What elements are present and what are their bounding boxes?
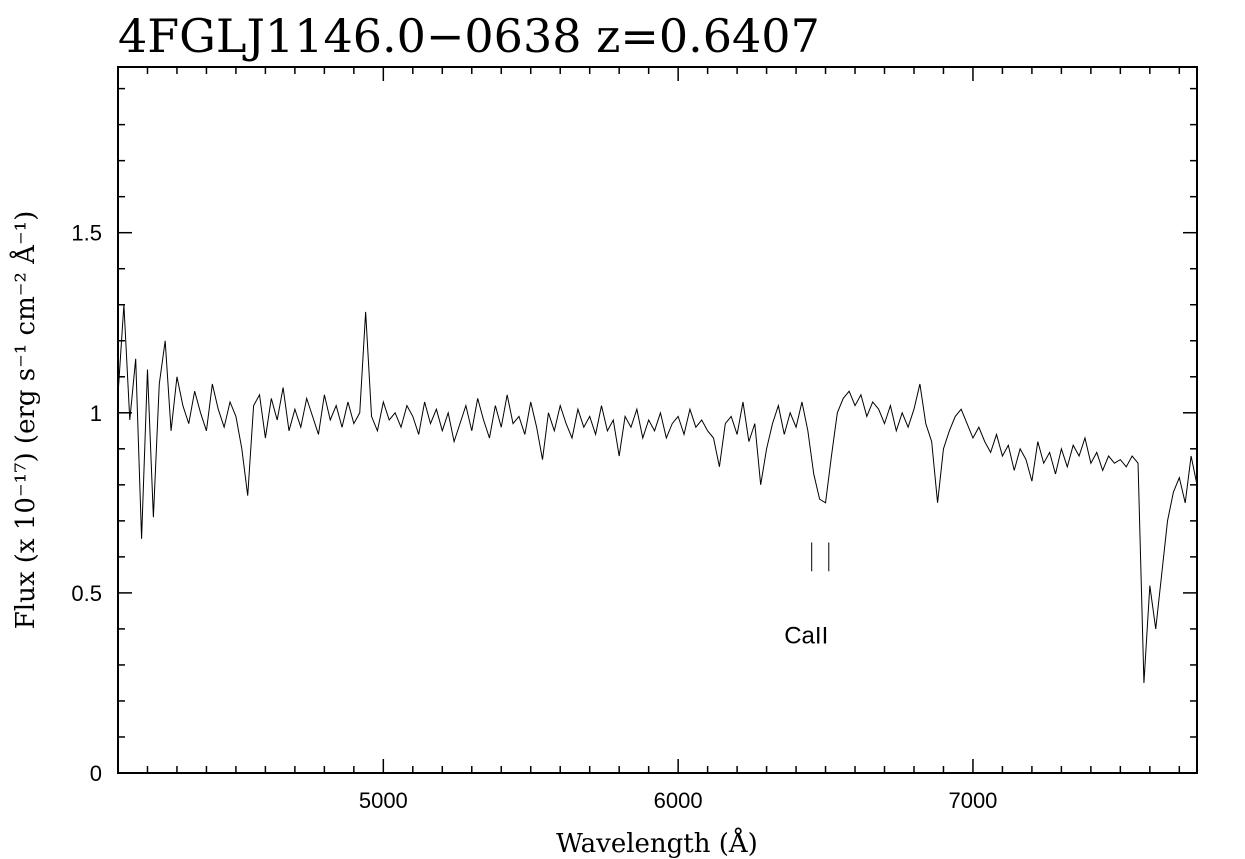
y-tick-label: 1.5	[71, 221, 102, 246]
y-axis-label: Flux (x 10⁻¹⁷) (erg s⁻¹ cm⁻² Å⁻¹)	[9, 211, 41, 629]
x-tick-label: 7000	[948, 788, 997, 813]
x-tick-label: 5000	[359, 788, 408, 813]
annotation-label: CaII	[784, 622, 828, 649]
x-tick-label: 6000	[654, 788, 703, 813]
spectrum-line	[117, 304, 1198, 683]
y-tick-label: 0.5	[71, 581, 102, 606]
chart-title: 4FGLJ1146.0−0638 z=0.6407	[118, 9, 820, 63]
plot-frame	[117, 66, 1198, 774]
x-axis-label: Wavelength (Å)	[556, 827, 758, 859]
y-tick-label: 1	[90, 401, 102, 426]
y-tick-label: 0	[90, 761, 102, 786]
